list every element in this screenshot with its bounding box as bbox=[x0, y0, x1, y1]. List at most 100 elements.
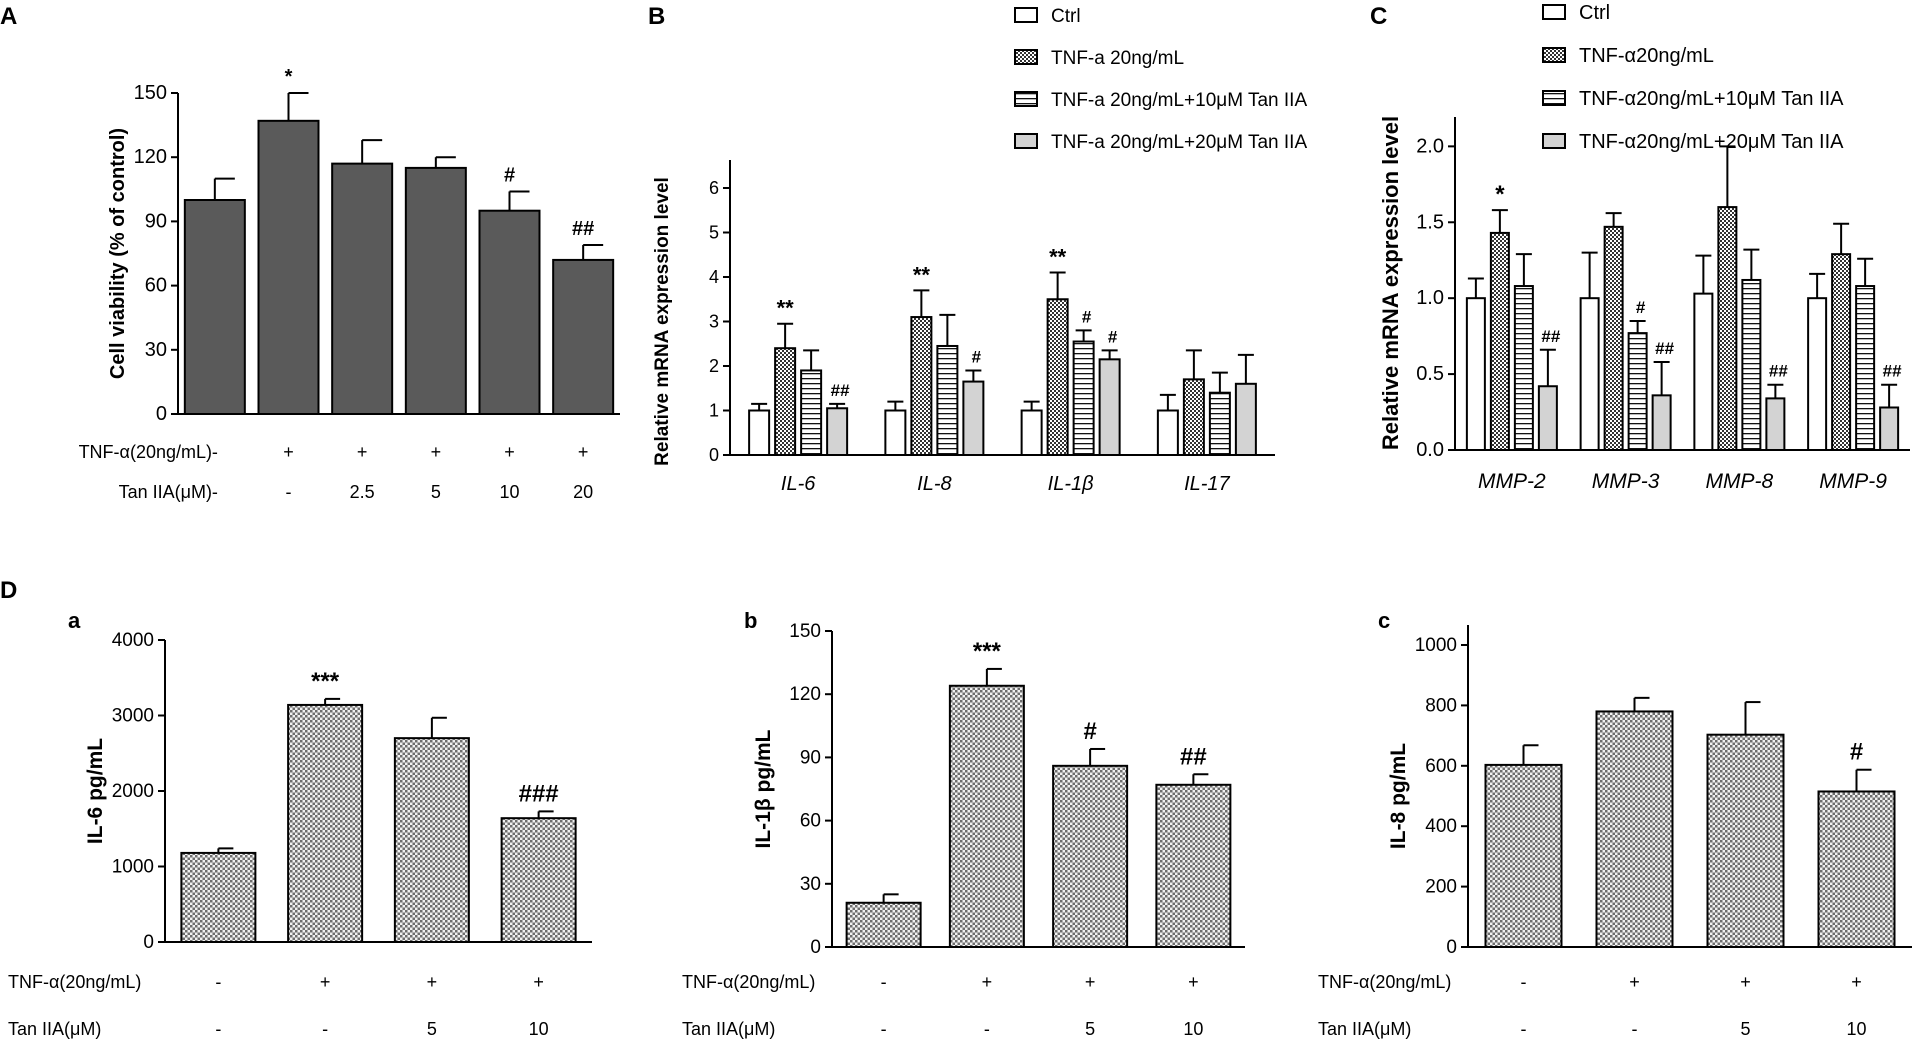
treatment-row-label: TNF-α(20ng/mL) bbox=[8, 972, 141, 992]
significance-mark: ### bbox=[519, 780, 559, 807]
y-tick-label: 1.0 bbox=[1416, 287, 1444, 309]
bar bbox=[1627, 332, 1648, 452]
treatment-cell: + bbox=[357, 442, 368, 462]
y-axis-label: Relative mRNA expression level bbox=[1378, 116, 1403, 450]
treatment-cell: 5 bbox=[427, 1019, 437, 1039]
bar bbox=[1465, 297, 1486, 451]
y-tick-label: 1000 bbox=[1415, 635, 1457, 656]
bar bbox=[774, 347, 797, 457]
significance-mark: ## bbox=[1655, 339, 1674, 358]
treatment-cell: + bbox=[283, 442, 294, 462]
treatment-cell: + bbox=[533, 972, 544, 992]
bar bbox=[910, 316, 933, 456]
legend-swatch bbox=[1014, 7, 1038, 23]
legend-swatch bbox=[1542, 133, 1566, 149]
bar bbox=[962, 380, 985, 457]
treatment-cell: + bbox=[1851, 972, 1862, 992]
bar bbox=[1579, 297, 1600, 451]
category-label: IL-6 bbox=[781, 473, 816, 495]
legend-swatch bbox=[1542, 90, 1566, 106]
y-tick-label: 0 bbox=[1446, 937, 1457, 958]
y-axis-label: IL-6 pg/mL bbox=[84, 738, 107, 844]
treatment-cell: + bbox=[431, 442, 442, 462]
treatment-cell: + bbox=[504, 442, 515, 462]
y-tick-label: 1.5 bbox=[1416, 211, 1444, 233]
y-tick-label: 6 bbox=[709, 178, 719, 198]
bar bbox=[884, 409, 907, 456]
y-tick-label: 3000 bbox=[112, 706, 154, 727]
treatment-cell: + bbox=[1188, 972, 1199, 992]
y-axis-label: Relative mRNA expression level bbox=[652, 177, 673, 466]
bar bbox=[845, 901, 922, 949]
legend-label: TNF-α20ng/mL bbox=[1579, 45, 1714, 67]
chart-cytokine-mrna: 0 1 2 3 4 5 6 Relative mRNA expression level ** #… bbox=[652, 6, 1307, 495]
significance-mark: ** bbox=[777, 296, 795, 321]
significance-mark: ## bbox=[1883, 362, 1902, 381]
significance-mark: ## bbox=[1180, 743, 1207, 770]
treatment-cell: 2.5 bbox=[350, 482, 375, 502]
treatment-cell: 5 bbox=[1740, 1019, 1750, 1039]
significance-mark: # bbox=[1636, 298, 1646, 317]
treatment-row-label: Tan IIA(μM) bbox=[119, 482, 212, 502]
category-label: MMP-3 bbox=[1592, 470, 1660, 493]
significance-mark: ** bbox=[913, 262, 931, 287]
y-tick-label: 0 bbox=[156, 403, 167, 425]
significance-mark: ## bbox=[831, 381, 850, 400]
y-tick-label: 120 bbox=[789, 684, 821, 705]
treatment-cell: 10 bbox=[529, 1019, 549, 1039]
bar bbox=[1706, 733, 1785, 948]
significance-mark: ## bbox=[1769, 362, 1788, 381]
bar bbox=[1879, 406, 1900, 451]
y-tick-label: 90 bbox=[800, 747, 821, 768]
legend-label: TNF-a 20ng/mL+10μM Tan IIA bbox=[1051, 90, 1307, 111]
y-tick-label: 0.5 bbox=[1416, 363, 1444, 385]
bar bbox=[1020, 409, 1043, 456]
treatment-cell: + bbox=[1629, 972, 1640, 992]
panel-label-Db: b bbox=[744, 608, 757, 633]
treatment-cell: - bbox=[322, 1019, 328, 1039]
bar bbox=[1717, 206, 1738, 451]
significance-mark: # bbox=[1082, 307, 1092, 326]
bar bbox=[1098, 358, 1121, 457]
bar bbox=[1155, 783, 1232, 949]
category-label: MMP-2 bbox=[1478, 470, 1546, 493]
treatment-row-label: TNF-α(20ng/mL) bbox=[79, 442, 212, 462]
y-tick-label: 2.0 bbox=[1416, 135, 1444, 157]
y-axis-label: IL-1β pg/mL bbox=[752, 729, 775, 848]
legend-label: Ctrl bbox=[1579, 2, 1610, 24]
y-tick-label: 5 bbox=[709, 223, 719, 243]
bar bbox=[257, 119, 320, 415]
treatment-cell: - bbox=[215, 1019, 221, 1039]
treatment-cell: - bbox=[215, 972, 221, 992]
category-label: IL-1β bbox=[1048, 473, 1094, 495]
y-axis-label: Cell viability (% of control) bbox=[107, 128, 129, 379]
significance-mark: * bbox=[1495, 181, 1505, 208]
treatment-row-label: Tan IIA(μM) bbox=[1318, 1019, 1411, 1039]
bar bbox=[1831, 253, 1852, 451]
bar bbox=[1208, 391, 1231, 457]
y-tick-label: 2 bbox=[709, 356, 719, 376]
legend-label: TNF-α20ng/mL+10μM Tan IIA bbox=[1579, 88, 1844, 110]
y-axis-label: IL-8 pg/mL bbox=[1387, 743, 1410, 849]
category-label: MMP-9 bbox=[1819, 470, 1887, 493]
bar bbox=[1052, 764, 1129, 948]
bar bbox=[331, 162, 394, 415]
bar bbox=[826, 407, 849, 456]
treatment-cell: + bbox=[1085, 972, 1096, 992]
bar bbox=[552, 258, 615, 416]
treatment-row-label: Tan IIA(μM) bbox=[682, 1019, 775, 1039]
treatment-row-label: Tan IIA(μM) bbox=[8, 1019, 101, 1039]
bar bbox=[1817, 790, 1896, 948]
bar bbox=[1603, 225, 1624, 451]
bar bbox=[1595, 710, 1674, 948]
treatment-cell: - bbox=[881, 1019, 887, 1039]
treatment-cell: - bbox=[1632, 1019, 1638, 1039]
y-tick-label: 60 bbox=[145, 275, 167, 297]
significance-mark: *** bbox=[973, 638, 1002, 665]
bar bbox=[500, 817, 577, 943]
legend-swatch bbox=[1542, 4, 1566, 20]
y-tick-label: 200 bbox=[1425, 877, 1457, 898]
chart-il8-elisa: 0 200 400 600 800 1000 IL-8 pg/mL # TNF-α(20ng/m… bbox=[1318, 625, 1912, 1039]
